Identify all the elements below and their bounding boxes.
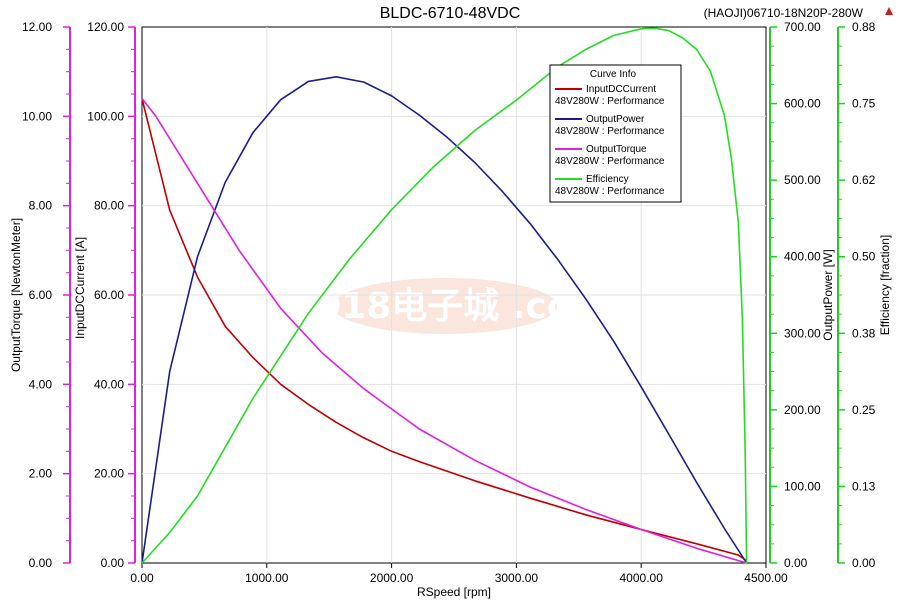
series-line-efficiency (141, 27, 748, 564)
power-tick-label: 400.00 (784, 250, 821, 264)
efficiency-tick-label: 0.88 (852, 20, 876, 34)
x-tick-label: 4000.00 (620, 571, 664, 585)
power-axis-title: OutputPower [W] (821, 249, 835, 340)
torque-tick-label: 8.00 (29, 199, 53, 213)
current-tick-label: 60.00 (94, 288, 124, 302)
watermark: 9018电子城 .com (291, 278, 609, 334)
series-line-outputpower (141, 76, 748, 564)
power-tick-label: 700.00 (784, 20, 821, 34)
legend-series-name: OutputTorque (586, 144, 647, 155)
efficiency-tick-label: 0.13 (852, 479, 876, 493)
legend-series-subname: 48V280W : Performance (555, 96, 665, 107)
current-tick-label: 120.00 (87, 20, 124, 34)
current-tick-label: 80.00 (94, 199, 124, 213)
torque-tick-label: 0.00 (29, 556, 53, 570)
efficiency-tick-label: 0.62 (852, 173, 876, 187)
torque-axis-title: OutputTorque [NewtonMeter] (9, 218, 23, 372)
chart-title: BLDC-6710-48VDC (380, 5, 521, 22)
warning-icon[interactable] (885, 7, 893, 15)
x-tick-label: 4500.00 (744, 571, 788, 585)
power-tick-label: 200.00 (784, 403, 821, 417)
legend-series-subname: 48V280W : Performance (555, 186, 665, 197)
efficiency-tick-label: 0.00 (852, 556, 876, 570)
torque-tick-label: 12.00 (22, 20, 52, 34)
power-tick-label: 600.00 (784, 97, 821, 111)
current-tick-label: 20.00 (94, 467, 124, 481)
power-tick-label: 0.00 (784, 556, 808, 570)
legend-series-subname: 48V280W : Performance (555, 156, 665, 167)
efficiency-tick-label: 0.50 (852, 250, 876, 264)
power-tick-label: 500.00 (784, 173, 821, 187)
legend-series-subname: 48V280W : Performance (555, 126, 665, 137)
series-line-outputtorque (141, 98, 747, 564)
current-tick-label: 0.00 (101, 556, 125, 570)
legend-series-name: OutputPower (586, 114, 645, 125)
x-axis-title: RSpeed [rpm] (417, 585, 491, 599)
efficiency-tick-label: 0.75 (852, 97, 876, 111)
power-tick-label: 100.00 (784, 479, 821, 493)
axes: 0.00 1000.00 2000.00 3000.00 4000.00 4500.000… (22, 20, 876, 585)
current-axis-title: InputDCCurrent [A] (73, 237, 87, 339)
efficiency-tick-label: 0.38 (852, 326, 876, 340)
x-tick-label: 2000.00 (370, 571, 414, 585)
x-tick-label: 1000.00 (245, 571, 289, 585)
efficiency-axis-title: Efficiency [fraction] (878, 235, 892, 336)
torque-tick-label: 6.00 (29, 288, 53, 302)
legend-series-name: Efficiency (586, 174, 629, 185)
current-tick-label: 100.00 (87, 109, 124, 123)
series-group (141, 27, 748, 564)
legend-series-name: InputDCCurrent (586, 84, 656, 95)
torque-tick-label: 2.00 (29, 467, 53, 481)
current-tick-label: 40.00 (94, 377, 124, 391)
chart-subtitle: (HAOJI)06710-18N20P-280W (704, 6, 864, 20)
torque-tick-label: 4.00 (29, 377, 53, 391)
watermark-text: 9018电子城 .com (291, 286, 609, 327)
power-tick-label: 300.00 (784, 326, 821, 340)
x-tick-label: 3000.00 (495, 571, 539, 585)
x-tick-label: 0.00 (130, 571, 154, 585)
legend-title: Curve Info (590, 69, 637, 80)
efficiency-tick-label: 0.25 (852, 403, 876, 417)
torque-tick-label: 10.00 (22, 109, 52, 123)
